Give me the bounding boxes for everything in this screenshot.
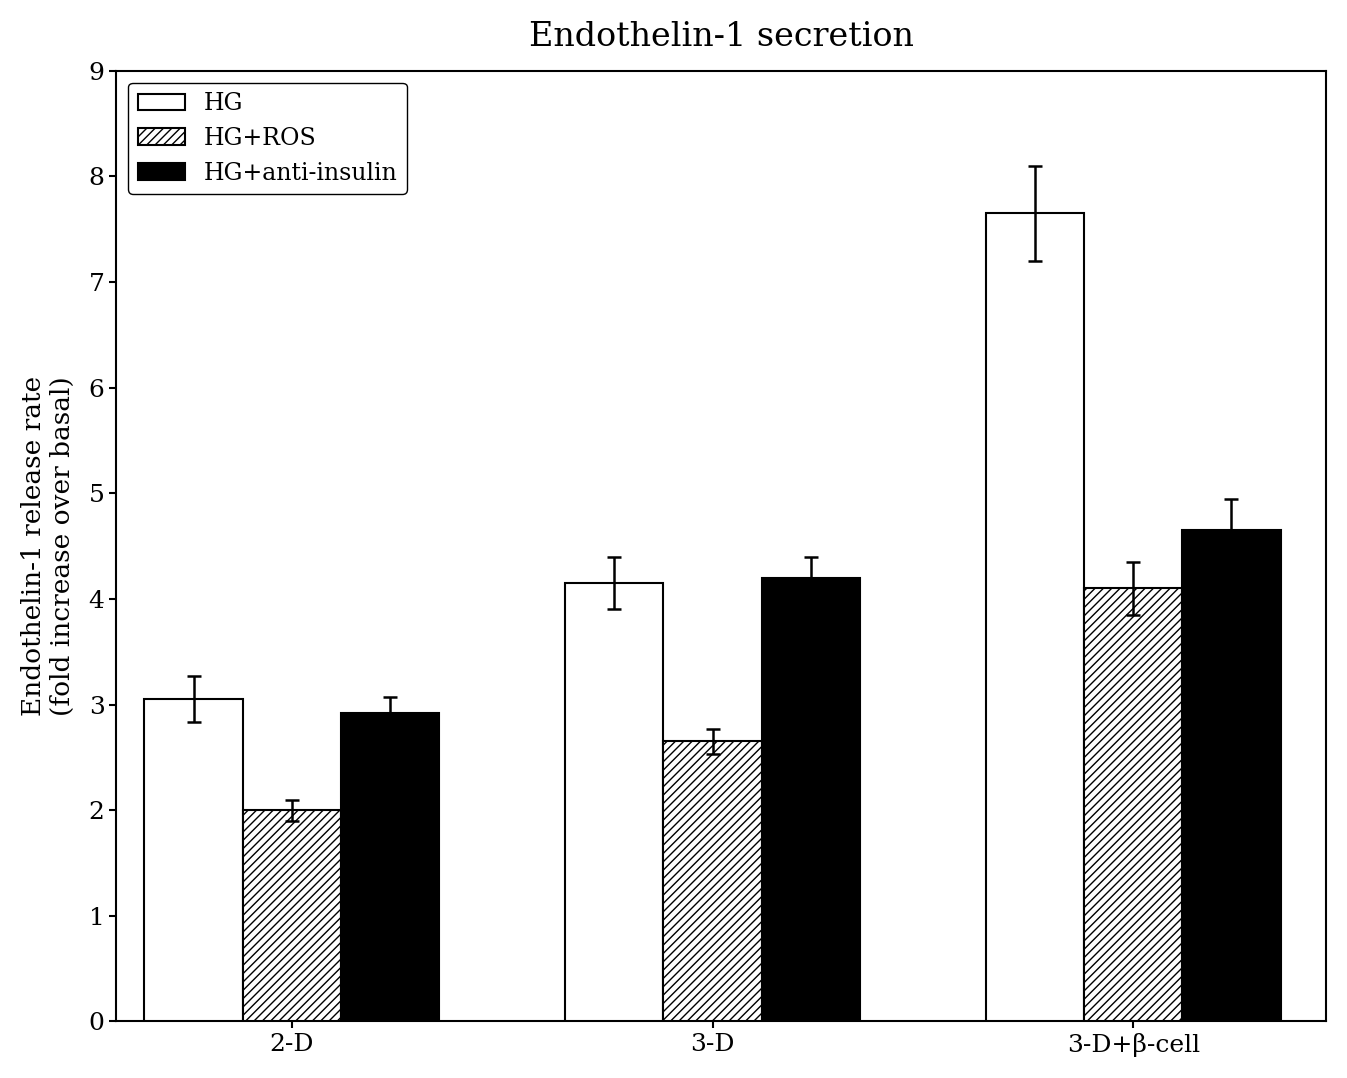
Y-axis label: Endothelin-1 release rate
(fold increase over basal): Endothelin-1 release rate (fold increase… [20,376,75,716]
Bar [1084,589,1183,1021]
Bar [761,578,859,1021]
Bar [341,713,439,1021]
Bar [566,583,664,1021]
Bar [144,700,242,1021]
Bar [1183,530,1281,1021]
Title: Endothelin-1 secretion: Endothelin-1 secretion [529,20,913,53]
Bar [664,742,761,1021]
Bar [986,213,1084,1021]
Legend: HG, HG+ROS, HG+anti-insulin: HG, HG+ROS, HG+anti-insulin [128,83,407,194]
Bar [242,811,341,1021]
